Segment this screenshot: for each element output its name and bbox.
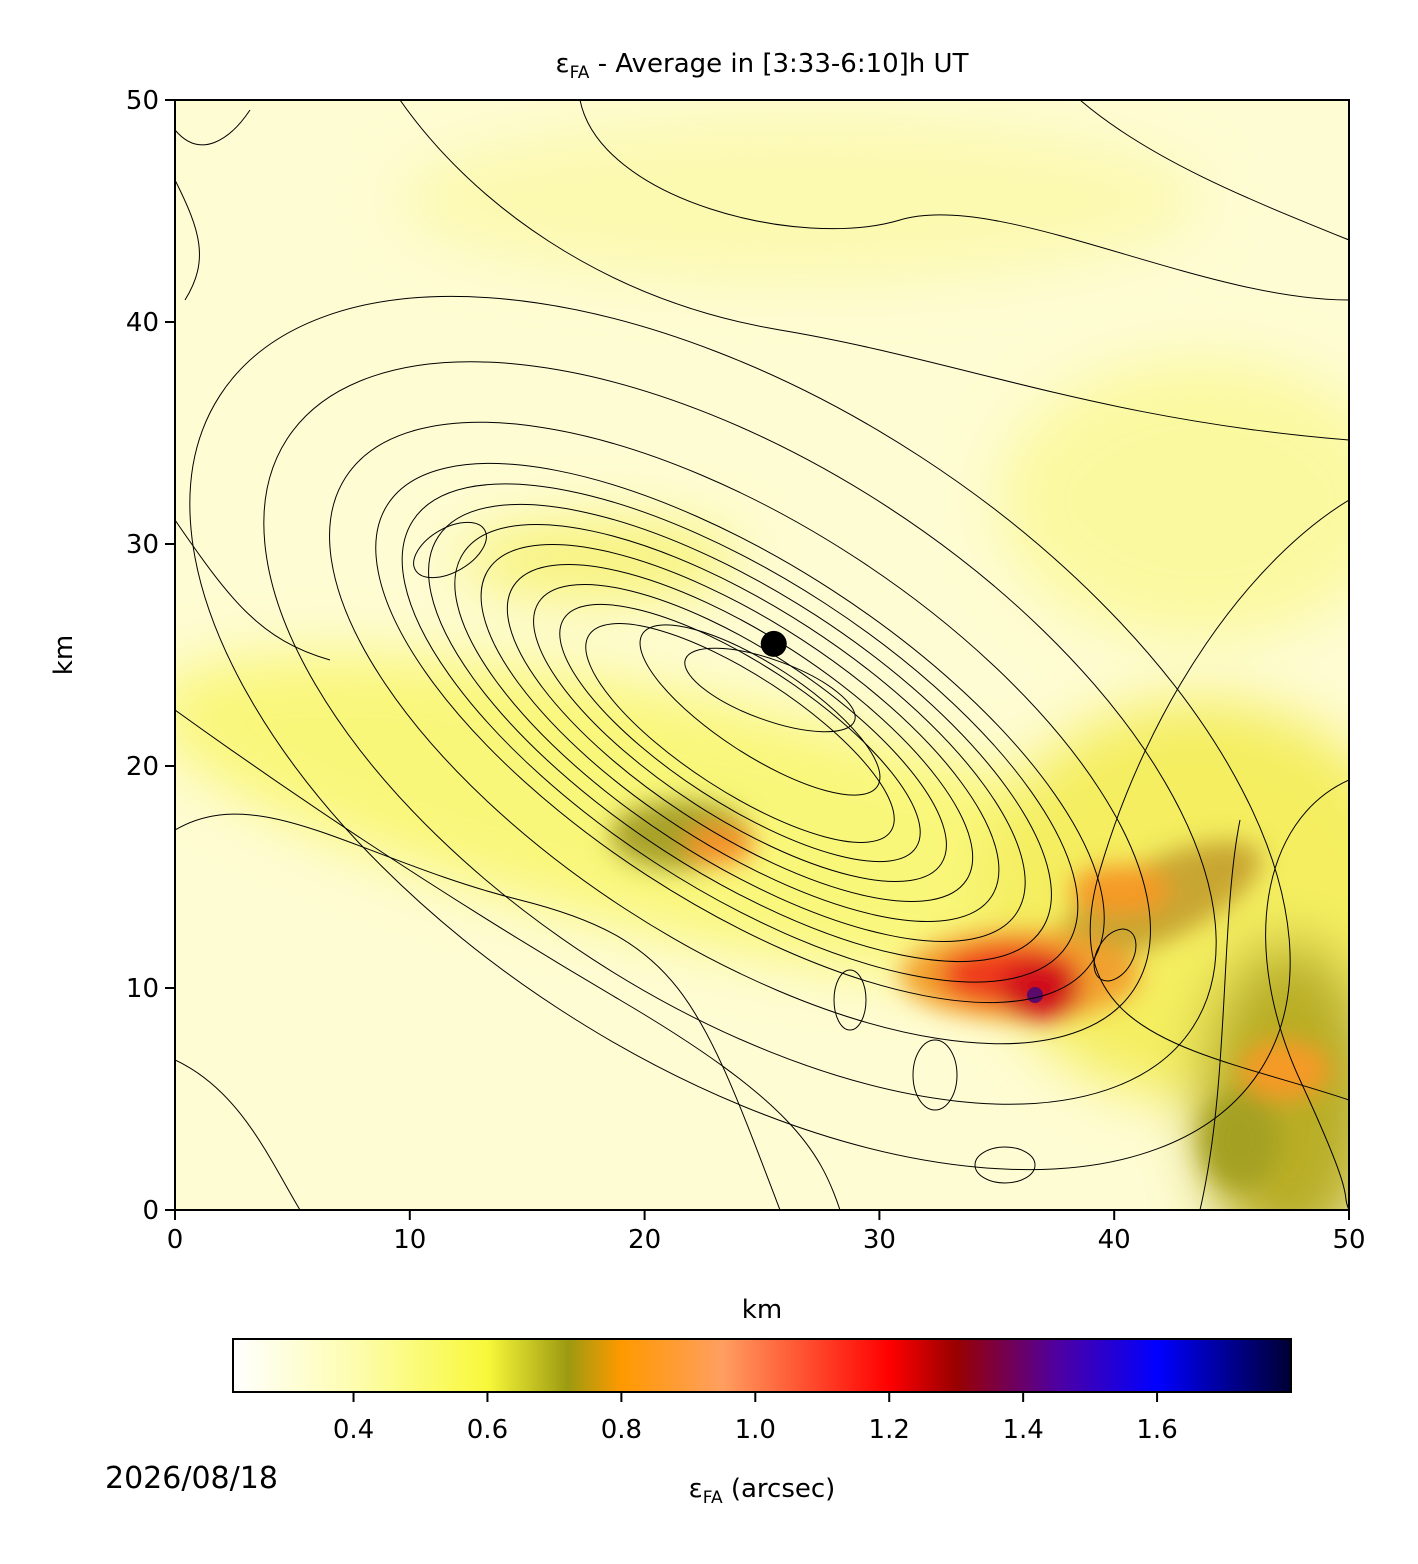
colorbar-label-text: (arcsec) — [723, 1474, 836, 1504]
title-text: - Average in [3:33-6:10]h UT — [589, 49, 968, 79]
x-tick-label: 50 — [1332, 1225, 1365, 1255]
x-tick-label: 10 — [393, 1225, 426, 1255]
colorbar-label-subscript: FA — [703, 1488, 723, 1508]
colorbar-tick-label: 1.0 — [735, 1415, 776, 1445]
chart-title: εFA - Average in [3:33-6:10]h UT — [556, 49, 969, 83]
x-tick-label: 30 — [863, 1225, 896, 1255]
colorbar-tick-label: 0.6 — [467, 1415, 508, 1445]
y-tick-label: 40 — [126, 308, 159, 338]
y-tick-label: 50 — [126, 86, 159, 116]
colorbar-tick-label: 1.2 — [869, 1415, 910, 1445]
field — [175, 100, 1349, 1210]
x-tick-label: 40 — [1098, 1225, 1131, 1255]
colorbar-tick-label: 0.8 — [601, 1415, 642, 1445]
y-tick-label: 0 — [142, 1196, 159, 1226]
date: 2026/08/18 — [105, 1461, 278, 1496]
colorbar-label-symbol: ε — [689, 1474, 703, 1504]
plot-frame — [174, 99, 1350, 1211]
x-tick-label: 20 — [628, 1225, 661, 1255]
point — [760, 630, 787, 657]
colorbar-tick-label: 0.4 — [333, 1415, 374, 1445]
x-axis-label: km — [742, 1295, 782, 1325]
colorbar-label: εFA (arcsec) — [689, 1474, 836, 1508]
y-tick-label: 20 — [126, 752, 159, 782]
x-tick-label: 0 — [167, 1225, 184, 1255]
colorbar-tick-label: 1.6 — [1136, 1415, 1177, 1445]
title-symbol: ε — [556, 49, 570, 79]
y-tick-label: 30 — [126, 530, 159, 560]
title-subscript: FA — [570, 63, 590, 83]
colorbar — [232, 1338, 1292, 1393]
y-axis-label: km — [49, 635, 79, 675]
y-tick-label: 10 — [126, 974, 159, 1004]
colorbar-tick-label: 1.4 — [1002, 1415, 1043, 1445]
contours — [175, 100, 1349, 1210]
